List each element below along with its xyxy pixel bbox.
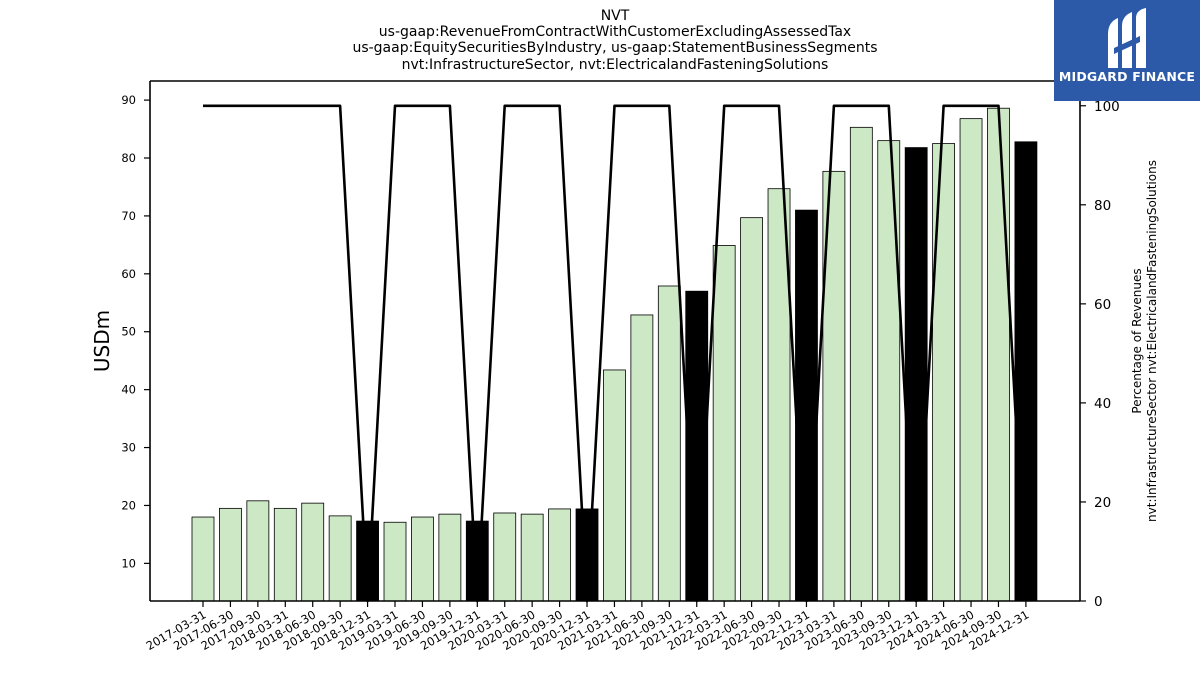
- bar-2018-06-30: [301, 502, 325, 602]
- bar-2017-09-30: [246, 500, 270, 602]
- bar-2022-12-31: [795, 209, 818, 602]
- secondary-y-axis-label-line-1: Percentage of Revenues: [1130, 268, 1144, 413]
- bar-2019-09-30: [438, 513, 462, 602]
- x-axis-ticks: 2017-03-312017-06-302017-09-302018-03-31…: [144, 601, 1031, 653]
- y-tick-label: 30: [121, 441, 136, 455]
- bar-2021-09-30: [657, 285, 681, 602]
- bar-series: [191, 107, 1038, 602]
- y2-tick-label: 80: [1094, 198, 1111, 214]
- bar-2021-06-30: [630, 314, 654, 602]
- logo-text: MIDGARD FINANCE: [1058, 69, 1196, 84]
- y-tick-label: 50: [121, 325, 136, 339]
- bar-2022-06-30: [740, 217, 763, 602]
- bar-2024-12-31: [1014, 141, 1038, 602]
- bar-2018-09-30: [328, 515, 352, 602]
- y-tick-label: 70: [121, 209, 136, 223]
- y-tick-label: 90: [121, 93, 136, 107]
- bar-2019-03-31: [383, 521, 407, 602]
- bar-2023-06-30: [849, 126, 873, 602]
- bar-2017-03-31: [191, 516, 215, 602]
- y-tick-label: 40: [121, 383, 136, 397]
- percentage-line: [203, 104, 1028, 603]
- bar-2022-03-31: [712, 245, 736, 602]
- bar-2019-06-30: [411, 516, 434, 602]
- title-line-4: nvt:InfrastructureSector, nvt:Electrical…: [402, 57, 829, 73]
- bar-2024-03-31: [932, 143, 956, 602]
- secondary-y-axis-ticks: 0 20 40 60 80 100: [1080, 99, 1120, 610]
- bar-2021-03-31: [603, 369, 626, 602]
- y-axis-label: USDm: [90, 310, 114, 372]
- bar-2020-03-31: [493, 512, 517, 602]
- y2-tick-label: 20: [1094, 495, 1111, 511]
- y2-tick-label: 100: [1094, 99, 1120, 115]
- bar-2024-09-30: [987, 107, 1010, 602]
- bar-2023-12-31: [904, 147, 928, 602]
- bar-2020-09-30: [548, 508, 571, 602]
- bar-2017-06-30: [219, 507, 242, 602]
- secondary-y-axis-label: Percentage of Revenues nvt:Infrastructur…: [1130, 160, 1159, 522]
- y-tick-label: 10: [121, 556, 136, 570]
- y2-tick-label: 40: [1094, 396, 1111, 412]
- title-line-3: us-gaap:EquitySecuritiesByIndustry, us-g…: [352, 40, 877, 56]
- y2-tick-label: 0: [1094, 594, 1103, 610]
- title-line-1: NVT: [601, 8, 630, 24]
- logo-mark-icon: [1108, 8, 1146, 68]
- y-tick-label: 60: [121, 267, 136, 281]
- bar-2020-06-30: [520, 513, 544, 602]
- secondary-y-axis-label-line-2: nvt:InfrastructureSector nvt:Electricala…: [1145, 160, 1159, 522]
- y-tick-label: 20: [121, 498, 136, 512]
- bar-2024-06-30: [959, 118, 983, 602]
- y-tick-label: 80: [121, 151, 136, 165]
- chart-title: NVT us-gaap:RevenueFromContractWithCusto…: [352, 8, 877, 73]
- y2-tick-label: 60: [1094, 297, 1111, 313]
- percentage-line-series: [203, 104, 1028, 603]
- bar-2018-03-31: [273, 507, 297, 602]
- bar-2023-09-30: [877, 140, 901, 602]
- title-line-2: us-gaap:RevenueFromContractWithCustomerE…: [379, 24, 851, 40]
- y-axis-ticks: 10 20 30 40 50 60 70 80 90: [121, 93, 150, 570]
- brand-logo: MIDGARD FINANCE: [1054, 0, 1200, 101]
